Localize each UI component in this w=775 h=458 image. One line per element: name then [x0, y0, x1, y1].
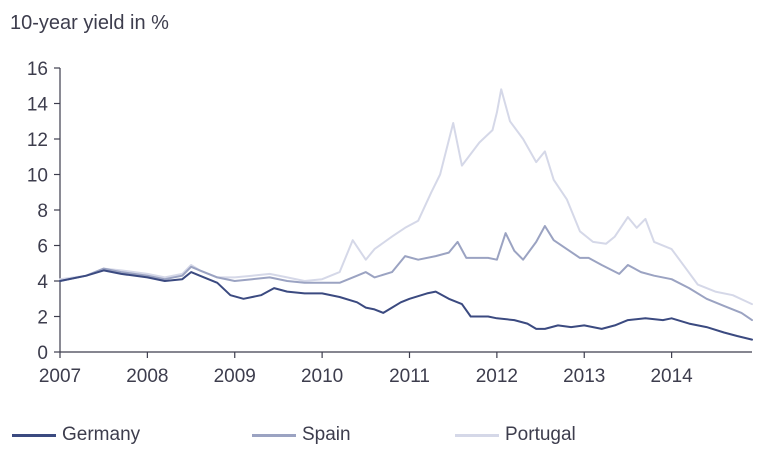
series-layer — [59, 88, 753, 341]
y-tick-label: 4 — [37, 272, 48, 293]
y-tick-label: 16 — [27, 59, 48, 80]
y-tick-label: 6 — [37, 237, 48, 258]
series-line-spain — [59, 225, 753, 322]
y-tick-label: 14 — [27, 95, 49, 116]
legend-item-portugal: Portugal — [455, 424, 576, 446]
y-tick-label: 12 — [27, 130, 48, 151]
legend-label-spain: Spain — [302, 424, 351, 445]
legend-item-spain: Spain — [252, 424, 351, 446]
legend: Germany Spain Portugal — [0, 424, 775, 450]
x-tick-label: 2007 — [39, 366, 81, 387]
x-tick-label: 2014 — [650, 366, 693, 387]
x-tick-label: 2010 — [301, 366, 343, 387]
legend-swatch-germany — [12, 433, 56, 437]
series-line-portugal — [59, 88, 753, 306]
legend-label-portugal: Portugal — [505, 424, 576, 445]
x-tick-label: 2013 — [563, 366, 605, 387]
y-tick-label: 0 — [37, 343, 48, 364]
legend-swatch-spain — [252, 433, 296, 437]
x-tick-label: 2009 — [214, 366, 256, 387]
x-tick-label: 2008 — [126, 366, 168, 387]
y-tick-label: 8 — [37, 201, 48, 222]
legend-swatch-portugal — [455, 433, 499, 437]
legend-label-germany: Germany — [62, 424, 141, 445]
chart-title: 10-year yield in % — [10, 12, 169, 34]
axes: 0 2 4 6 8 10 12 14 16 2007 2008 2009 2010 2011 2012 201… — [27, 59, 752, 387]
legend-item-germany: Germany — [12, 424, 140, 446]
y-tick-label: 2 — [37, 308, 48, 329]
y-tick-label: 10 — [27, 166, 48, 187]
x-tick-label: 2011 — [389, 366, 430, 387]
x-tick-label: 2012 — [476, 366, 518, 387]
series-line-germany — [59, 269, 753, 341]
